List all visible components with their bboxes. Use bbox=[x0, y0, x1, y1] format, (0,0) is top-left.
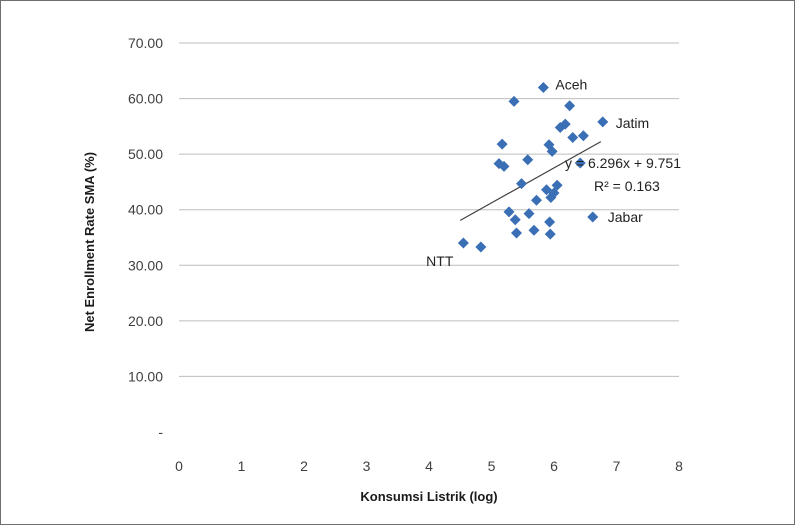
y-tick-label: 70.00 bbox=[128, 35, 163, 51]
data-point bbox=[597, 116, 609, 128]
data-point bbox=[531, 194, 542, 206]
y-tick-label: 40.00 bbox=[128, 202, 163, 218]
r-squared-label: R² = 0.163 bbox=[594, 178, 660, 194]
tick-labels: - 10.00 20.00 30.00 40.00 50.00 60.00 70.00 0 1 2 3… bbox=[128, 35, 683, 474]
data-point bbox=[564, 100, 576, 112]
y-tick-label: 20.00 bbox=[128, 313, 163, 329]
data-point bbox=[567, 131, 579, 143]
trendline bbox=[459, 141, 602, 221]
data-point bbox=[546, 145, 558, 157]
x-axis-title: Konsumsi Listrik (log) bbox=[360, 489, 497, 504]
data-point bbox=[551, 179, 563, 191]
data-point bbox=[496, 138, 508, 150]
data-point bbox=[544, 216, 556, 228]
x-tick-label: 2 bbox=[300, 458, 308, 474]
data-point bbox=[544, 228, 556, 240]
data-point bbox=[523, 208, 535, 220]
data-point bbox=[528, 224, 540, 236]
x-tick-label: 6 bbox=[550, 458, 558, 474]
x-tick-label: 1 bbox=[238, 458, 246, 474]
point-label: Jabar bbox=[608, 209, 643, 225]
data-points bbox=[457, 81, 609, 253]
annotations: Aceh Jatim Jabar NTT y = 6.296x + 9.751 R² = … bbox=[426, 76, 681, 269]
y-tick-label: 10.00 bbox=[128, 368, 163, 384]
x-tick-label: 3 bbox=[363, 458, 371, 474]
x-tick-label: 7 bbox=[613, 458, 621, 474]
data-point bbox=[574, 157, 586, 169]
point-label: NTT bbox=[426, 253, 454, 269]
x-tick-label: 8 bbox=[675, 458, 683, 474]
y-tick-label: 60.00 bbox=[128, 91, 163, 107]
data-point bbox=[511, 227, 522, 239]
x-tick-label: 4 bbox=[425, 458, 433, 474]
point-label: Jatim bbox=[616, 115, 649, 131]
data-point bbox=[559, 118, 571, 130]
data-point bbox=[509, 214, 521, 226]
data-point bbox=[516, 178, 527, 190]
y-axis-title: Net Enrollment Rate SMA (%) bbox=[82, 152, 97, 332]
data-point bbox=[498, 160, 510, 172]
trendline-equation: y = 6.296x + 9.751 bbox=[565, 155, 681, 171]
y-tick-label: 30.00 bbox=[128, 257, 163, 273]
y-tick-label: 50.00 bbox=[128, 146, 163, 162]
data-point bbox=[457, 237, 469, 249]
x-tick-label: 0 bbox=[175, 458, 183, 474]
data-point bbox=[537, 81, 549, 93]
x-tick-label: 5 bbox=[488, 458, 496, 474]
data-point bbox=[587, 211, 599, 223]
data-point bbox=[503, 206, 515, 218]
point-label: Aceh bbox=[555, 76, 587, 92]
y-tick-label: - bbox=[158, 424, 163, 440]
data-point bbox=[577, 130, 589, 142]
trendline-layer bbox=[459, 141, 602, 221]
data-point bbox=[475, 241, 487, 253]
data-point bbox=[508, 95, 520, 107]
data-point bbox=[522, 154, 534, 166]
gridlines bbox=[179, 42, 679, 377]
